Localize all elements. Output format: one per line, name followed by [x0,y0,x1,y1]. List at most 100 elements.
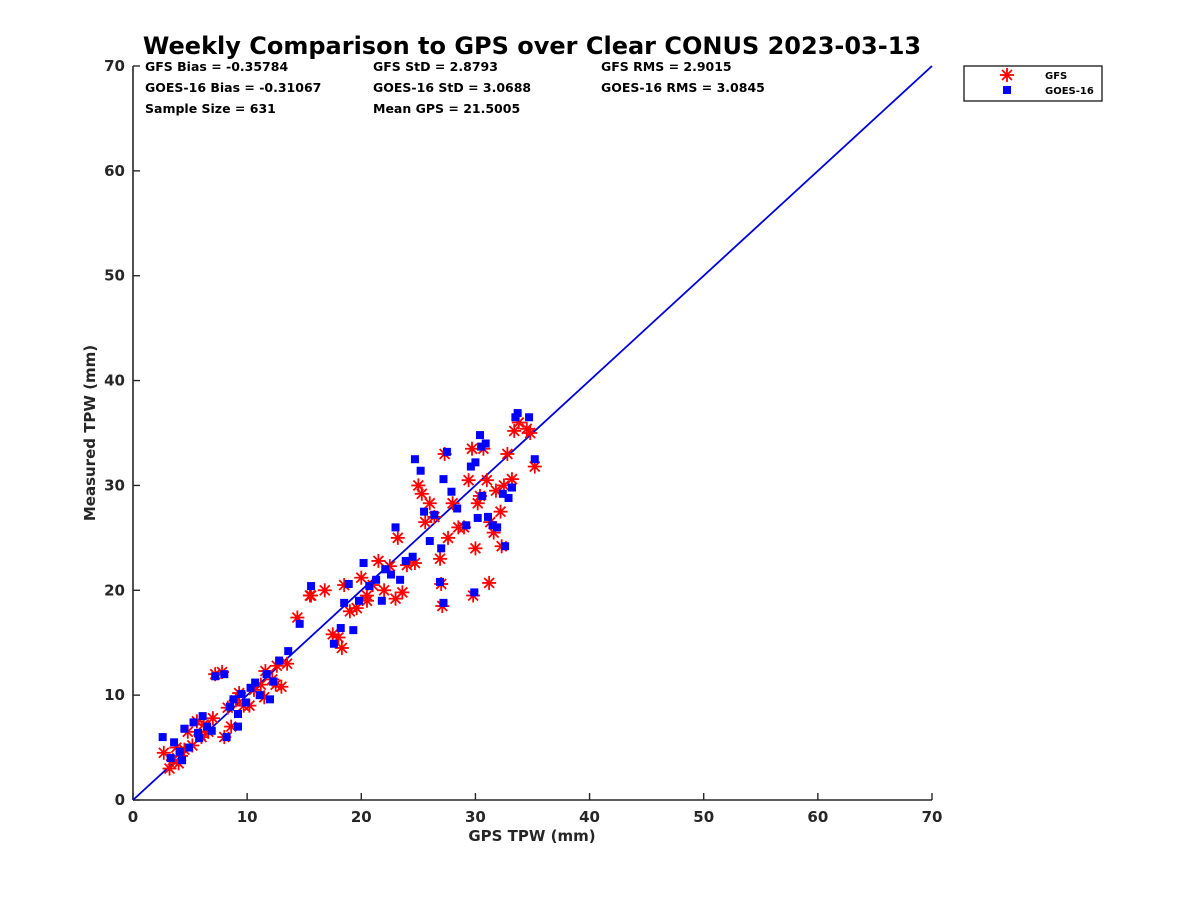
stat-mean-gps: Mean GPS = 21.5005 [373,101,520,116]
x-tick-label: 60 [807,808,828,826]
goes-16-point [329,639,338,648]
goes-16-point [194,728,203,737]
x-tick-label: 20 [351,808,372,826]
goes-16-point [478,491,487,500]
gfs-point [500,446,515,461]
gfs-point [395,585,410,600]
gfs-point [468,541,483,556]
gfs-point [317,583,332,598]
goes-16-point [493,523,502,532]
goes-16-point [203,722,212,731]
x-tick-label: 70 [922,808,943,826]
goes-16-point [237,690,246,699]
gfs-point [371,553,386,568]
gfs-point [461,473,476,488]
goes-16-point [166,754,175,763]
stat-gfs-std: GFS StD = 2.8793 [373,59,498,74]
x-tick-label: 0 [128,808,138,826]
gfs-point [349,601,364,616]
goes-16-point [525,413,534,422]
goes-16-point [255,691,264,700]
goes-16-point [275,656,284,665]
legend-gfs-marker [1000,68,1014,82]
gfs-point [441,530,456,545]
goes-16-point [226,702,235,711]
goes-16-point [416,466,425,475]
goes-16-point [481,439,490,448]
gfs-point [523,426,538,440]
y-tick-label: 50 [104,267,125,285]
goes-16-point [396,575,405,584]
goes-16-point [498,489,507,498]
goes-16-point [483,512,492,521]
goes-16-point [284,647,293,656]
x-axis-label: GPS TPW (mm) [468,827,595,845]
goes-16-point [207,726,216,735]
goes-16-point [475,431,484,440]
goes-16-point [184,743,193,752]
gfs-point [493,504,508,519]
goes-16-point [391,523,400,532]
goes-16-point [447,487,456,496]
y-tick-label: 40 [104,372,125,390]
goes-16-point [246,683,255,692]
y-tick-label: 10 [104,686,125,704]
gfs-series [156,415,542,776]
gfs-point [354,570,369,585]
gfs-point [205,711,220,726]
goes-16-point [420,507,429,516]
goes-16-point [453,504,462,513]
goes-16-point [211,672,220,681]
goes-16-point [158,733,167,742]
goes-16-point [501,542,510,551]
gfs-point [482,575,497,590]
gfs-point [414,486,429,501]
gfs-point [302,588,317,603]
goes-16-point [265,695,274,704]
plot-frame [132,66,932,801]
goes-16-point [504,494,513,503]
goes-16-point [386,570,395,579]
stat-goes-bias: GOES-16 Bias = -0.31067 [145,80,321,95]
stat-gfs-rms: GFS RMS = 2.9015 [601,59,732,74]
gfs-point [390,530,405,545]
goes-16-point [381,565,390,574]
goes-16-point [307,582,316,591]
y-tick-label: 70 [104,57,125,75]
legend-goes-marker [1003,86,1011,94]
goes-16-point [195,734,204,743]
axis-ticks: 0 10 20 30 40 50 60 70 0 10 20 30 40 50 60 70 [104,57,942,826]
y-tick-label: 30 [104,476,125,494]
goes-16-point [439,475,448,484]
chart-title: Weekly Comparison to GPS over Clear CONU… [143,32,921,60]
goes-16-point [513,409,522,418]
stats-box: GFS Bias = -0.35784 GFS StD = 2.8793 GFS… [145,59,765,116]
goes-16-point [269,677,278,686]
goes-16-point [488,521,497,530]
goes-16-point [349,626,358,635]
goes-16-point [439,598,448,607]
goes-16-point [425,537,434,546]
goes-16-point [408,552,417,561]
goes-16-point [234,710,243,719]
goes-16-point [234,722,243,731]
goes-16-point [242,698,251,707]
goes-16-point [170,738,179,747]
goes-16-point [507,483,516,492]
gfs-point [422,496,437,511]
stat-sample-size: Sample Size = 631 [145,101,276,116]
x-tick-label: 50 [693,808,714,826]
gfs-point [479,473,494,488]
goes-16-point [410,455,419,464]
goes-16-point [355,596,364,605]
goes-16-point [222,733,231,742]
goes-16-point [372,575,381,584]
x-tick-label: 10 [237,808,258,826]
goes-16-point [180,724,189,733]
stat-goes-rms: GOES-16 RMS = 3.0845 [601,80,765,95]
goes-16-point [470,588,479,597]
goes-16-series [158,409,539,765]
y-tick-label: 20 [104,581,125,599]
gfs-point [280,656,295,671]
goes-16-point [473,513,482,522]
